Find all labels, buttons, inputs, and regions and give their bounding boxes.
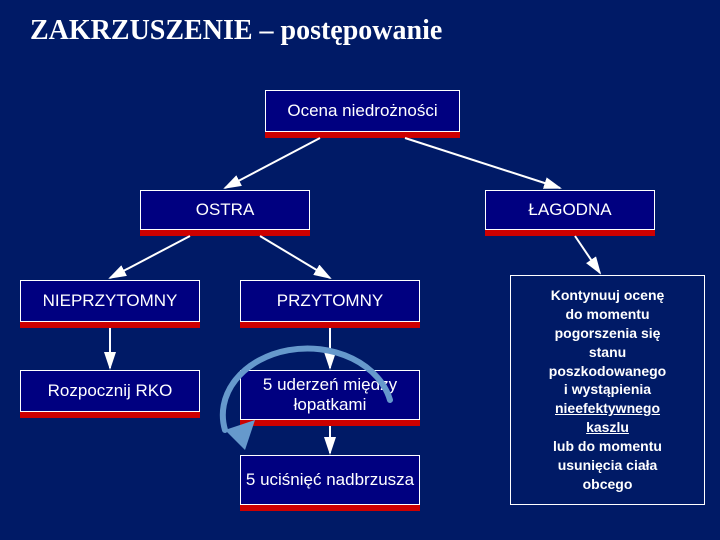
side-line: obcego [583, 476, 633, 492]
accent-conscious [240, 322, 420, 328]
side-line: lub do momentu [553, 438, 662, 454]
side-line: do momentu [566, 306, 650, 322]
accent-unconscious [20, 322, 200, 328]
accent-abthrusts [240, 505, 420, 511]
side-line: stanu [589, 344, 626, 360]
node-abthrusts: 5 uciśnięć nadbrzusza [240, 455, 420, 505]
side-line: pogorszenia się [555, 325, 661, 341]
side-line: i wystąpienia [564, 381, 651, 397]
accent-cpr [20, 412, 200, 418]
node-cpr: Rozpocznij RKO [20, 370, 200, 412]
node-mild: ŁAGODNA [485, 190, 655, 230]
node-assess: Ocena niedrożności [265, 90, 460, 132]
side-line: usunięcia ciała [558, 457, 658, 473]
side-line-underlined: kaszlu [586, 419, 629, 435]
page-title: ZAKRZUSZENIE – postępowanie [30, 15, 442, 47]
side-line-underlined: nieefektywnego [555, 400, 660, 416]
node-side-instructions: Kontynuuj ocenę do momentu pogorszenia s… [510, 275, 705, 505]
side-line: poszkodowanego [549, 363, 666, 379]
accent-acute [140, 230, 310, 236]
accent-mild [485, 230, 655, 236]
node-backblows: 5 uderzeń między łopatkami [240, 370, 420, 420]
node-unconscious: NIEPRZYTOMNY [20, 280, 200, 322]
accent-assess [265, 132, 460, 138]
accent-backblows [240, 420, 420, 426]
node-conscious: PRZYTOMNY [240, 280, 420, 322]
side-line: Kontynuuj ocenę [551, 287, 665, 303]
node-acute: OSTRA [140, 190, 310, 230]
